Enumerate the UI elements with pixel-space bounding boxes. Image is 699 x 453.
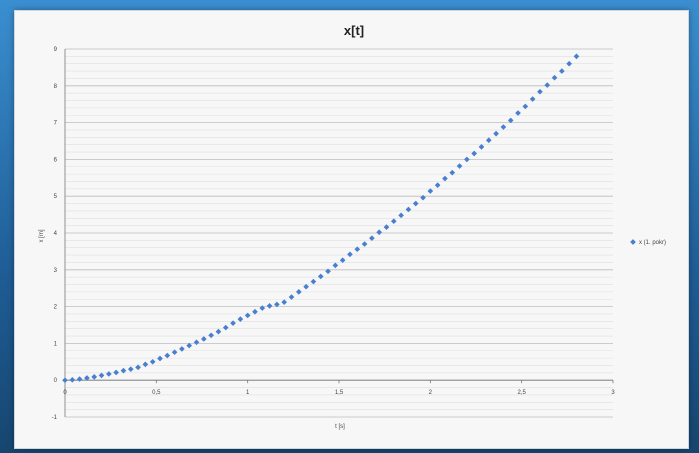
data-point [442, 175, 448, 182]
y-tick-label: 6 [54, 157, 58, 163]
data-point [244, 312, 251, 319]
data-point [325, 268, 331, 275]
data-point [252, 308, 258, 315]
scatter-chart: x[t] -1 0 1 2 3 4 5 6 7 8 9 0 0,5 1 1,5 2 2,5 3 t [s] x … [15, 11, 688, 448]
legend: x (1. pokr) [630, 239, 666, 246]
data-point [522, 103, 529, 110]
data-point [369, 235, 375, 241]
x-tick-label: 1 [246, 390, 250, 396]
data-point [84, 375, 90, 381]
x-tick-label: 2,5 [517, 390, 526, 396]
data-point [529, 96, 536, 102]
data-point [164, 352, 171, 359]
data-point [91, 374, 98, 380]
y-tick-label: 8 [54, 84, 58, 90]
x-tick-label: 1,5 [335, 390, 344, 396]
y-tick-label: 4 [54, 231, 58, 237]
x-tick-label: 0,5 [152, 390, 161, 396]
y-tick-label: -1 [52, 415, 58, 421]
data-point [376, 229, 383, 236]
legend-entry: x (1. pokr) [639, 240, 666, 246]
data-point [551, 74, 558, 81]
data-point [259, 305, 266, 311]
data-point [332, 262, 339, 269]
minor-gridlines [65, 56, 613, 410]
data-point [398, 212, 404, 219]
data-point [339, 257, 346, 264]
y-tick-label: 7 [54, 121, 58, 127]
data-point [200, 336, 207, 342]
data-point [186, 342, 193, 349]
data-point [215, 328, 222, 335]
data-point [361, 241, 368, 247]
data-point [456, 163, 463, 169]
data-point [544, 82, 551, 88]
data-point [106, 371, 112, 377]
chart-title: x[t] [344, 23, 364, 38]
series-points [62, 53, 580, 384]
data-point [310, 278, 317, 285]
data-point [179, 346, 185, 352]
data-point [69, 377, 76, 383]
x-tick-label: 0 [63, 390, 67, 396]
chart-sheet: x[t] -1 0 1 2 3 4 5 6 7 8 9 0 0,5 1 1,5 2 2,5 3 t [s] x … [14, 10, 689, 449]
data-point [113, 369, 119, 376]
data-point [135, 364, 141, 371]
y-tick-label: 5 [54, 194, 58, 200]
data-point [303, 283, 309, 290]
data-point [420, 194, 426, 201]
data-point [515, 110, 521, 116]
data-point [471, 150, 478, 157]
data-point [317, 273, 324, 280]
data-point [390, 218, 397, 225]
x-axis-label: t [s] [335, 424, 345, 430]
data-point [347, 251, 353, 258]
data-point [157, 355, 163, 362]
chart-background [15, 11, 688, 448]
data-point [281, 299, 288, 306]
y-tick-label: 0 [54, 378, 58, 384]
data-point [98, 372, 105, 379]
x-tick-labels: 0 0,5 1 1,5 2 2,5 3 [63, 390, 615, 396]
data-point [208, 332, 214, 339]
data-point [237, 316, 244, 322]
data-point [427, 188, 434, 194]
data-point [295, 289, 302, 295]
y-axis-label: x [m] [39, 229, 45, 242]
x-tick-label: 3 [611, 390, 615, 396]
data-point [142, 361, 149, 368]
data-point [507, 117, 514, 124]
data-point [485, 137, 492, 144]
data-point [493, 130, 499, 137]
data-point [127, 366, 134, 372]
data-point [120, 367, 127, 374]
y-tick-label: 2 [54, 305, 58, 311]
data-point [383, 224, 390, 230]
data-point [537, 88, 543, 95]
data-point [274, 301, 280, 308]
data-point [464, 156, 470, 163]
y-tick-label: 3 [54, 268, 58, 274]
data-point [500, 124, 507, 130]
x-tick-label: 2 [429, 390, 433, 396]
data-point [573, 53, 580, 60]
data-point [193, 339, 200, 346]
data-point [412, 200, 419, 207]
y-tick-labels: -1 0 1 2 3 4 5 6 7 8 9 [52, 47, 58, 421]
data-point [478, 144, 485, 150]
data-point [230, 320, 236, 326]
data-point [171, 349, 178, 356]
data-point [566, 60, 572, 67]
data-point [405, 206, 412, 213]
data-point [449, 169, 456, 176]
legend-marker [630, 239, 636, 245]
y-tick-label: 9 [54, 47, 58, 53]
data-point [288, 294, 295, 300]
y-tick-label: 1 [54, 341, 58, 347]
data-point [266, 303, 273, 309]
data-point [434, 182, 441, 188]
data-point [222, 324, 229, 331]
data-point [354, 246, 361, 253]
data-point [149, 358, 156, 365]
